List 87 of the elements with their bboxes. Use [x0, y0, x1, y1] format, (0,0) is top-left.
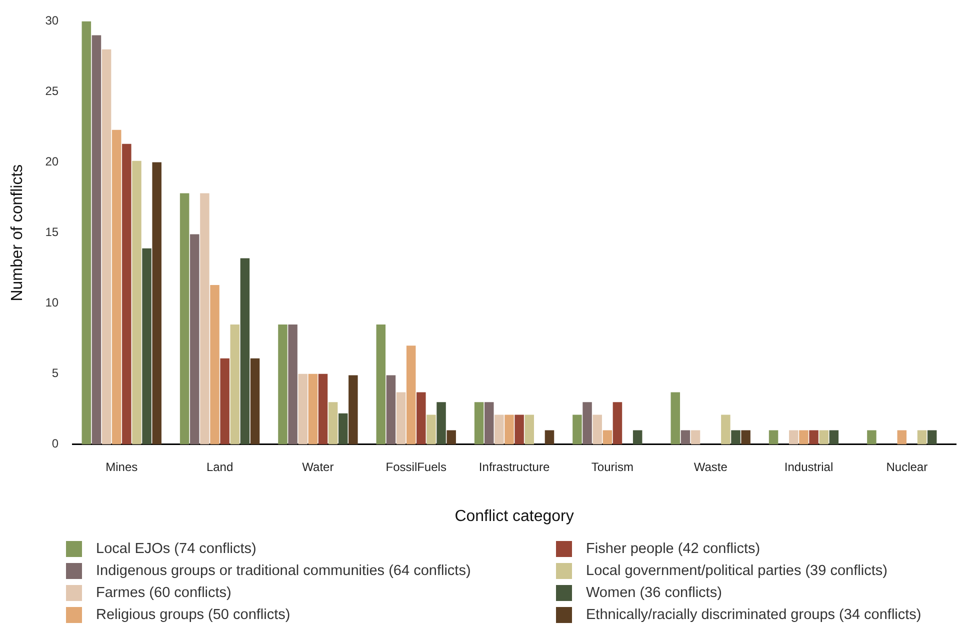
- bar: [122, 144, 132, 444]
- y-tick-label: 5: [52, 366, 59, 380]
- x-tick-label: Tourism: [591, 460, 634, 474]
- bar: [240, 258, 250, 444]
- bar: [789, 430, 798, 444]
- bar: [250, 358, 260, 444]
- bar: [318, 374, 328, 444]
- bar: [592, 414, 602, 444]
- bar: [230, 324, 240, 444]
- bar: [504, 414, 514, 444]
- bar: [484, 402, 494, 444]
- bar: [917, 430, 927, 444]
- bar: [768, 430, 778, 444]
- x-tick-label: Nuclear: [886, 460, 928, 474]
- bar: [190, 234, 200, 444]
- legend-label: Women (36 conflicts): [586, 585, 722, 601]
- bar: [474, 402, 484, 444]
- bar: [741, 430, 750, 444]
- bar: [494, 414, 504, 444]
- x-tick-label: Water: [302, 460, 334, 474]
- bar: [142, 248, 152, 444]
- bar: [180, 193, 190, 444]
- bar: [829, 430, 839, 444]
- y-tick-label: 10: [45, 296, 59, 310]
- y-tick-label: 25: [45, 84, 59, 98]
- bar: [514, 414, 524, 444]
- y-axis-title: Number of conflicts: [9, 164, 26, 302]
- bar: [690, 430, 700, 444]
- bar: [348, 375, 358, 444]
- bar: [416, 392, 426, 444]
- bar: [200, 193, 210, 444]
- bar: [572, 414, 582, 444]
- bar: [92, 35, 102, 444]
- y-tick-label: 30: [45, 14, 59, 28]
- x-axis-title: Conflict category: [454, 508, 574, 525]
- bar: [328, 402, 338, 444]
- bar: [582, 402, 592, 444]
- x-tick-label: Waste: [694, 460, 728, 474]
- legend-label: Ethnically/racially discriminated groups (34 conflicts): [586, 607, 922, 623]
- bar: [210, 284, 220, 444]
- bar: [799, 430, 808, 444]
- x-tick-label: FossilFuels: [386, 460, 446, 474]
- bar: [897, 430, 907, 444]
- bar: [308, 374, 318, 444]
- bar: [670, 392, 680, 444]
- bar: [102, 49, 112, 444]
- bar: [436, 402, 446, 444]
- bar: [288, 324, 298, 444]
- bar: [82, 21, 92, 444]
- bar: [132, 160, 142, 444]
- legend-label: Indigenous groups or traditional communities (64 conflicts): [96, 563, 471, 579]
- legend-label: Fisher people (42 conflicts): [586, 541, 760, 557]
- bar: [809, 430, 818, 444]
- bar: [632, 430, 642, 444]
- bar: [612, 402, 622, 444]
- y-tick-label: 20: [45, 154, 59, 169]
- bar: [220, 358, 230, 444]
- bar: [396, 392, 406, 444]
- bar: [602, 430, 612, 444]
- bar: [721, 414, 730, 444]
- bar: [386, 375, 396, 444]
- legend-label: Local government/political parties (39 conflicts): [586, 563, 888, 579]
- bar: [731, 430, 740, 444]
- legend-label: Farmes (60 conflicts): [96, 585, 232, 601]
- bar: [406, 346, 416, 444]
- legend-label: Religious groups (50 conflicts): [96, 607, 290, 623]
- bar: [680, 430, 690, 444]
- bar: [112, 130, 122, 444]
- bar: [927, 430, 937, 444]
- x-tick-label: Mines: [106, 460, 138, 474]
- bar: [152, 162, 162, 444]
- bar: [524, 414, 534, 444]
- bar: [446, 430, 456, 444]
- bar: [278, 324, 288, 444]
- bar: [426, 414, 436, 444]
- x-tick-label: Industrial: [784, 460, 834, 474]
- x-tick-label: Land: [206, 460, 234, 474]
- y-tick-label: 15: [45, 225, 59, 240]
- bar: [819, 430, 828, 444]
- bar: [376, 324, 386, 444]
- x-tick-label: Infrastructure: [478, 460, 550, 474]
- y-tick-label: 0: [52, 436, 59, 451]
- bar: [338, 413, 348, 444]
- bar: [544, 430, 554, 444]
- legend-label: Local EJOs (74 conflicts): [96, 541, 256, 557]
- bar: [867, 430, 876, 444]
- bar: [298, 374, 308, 444]
